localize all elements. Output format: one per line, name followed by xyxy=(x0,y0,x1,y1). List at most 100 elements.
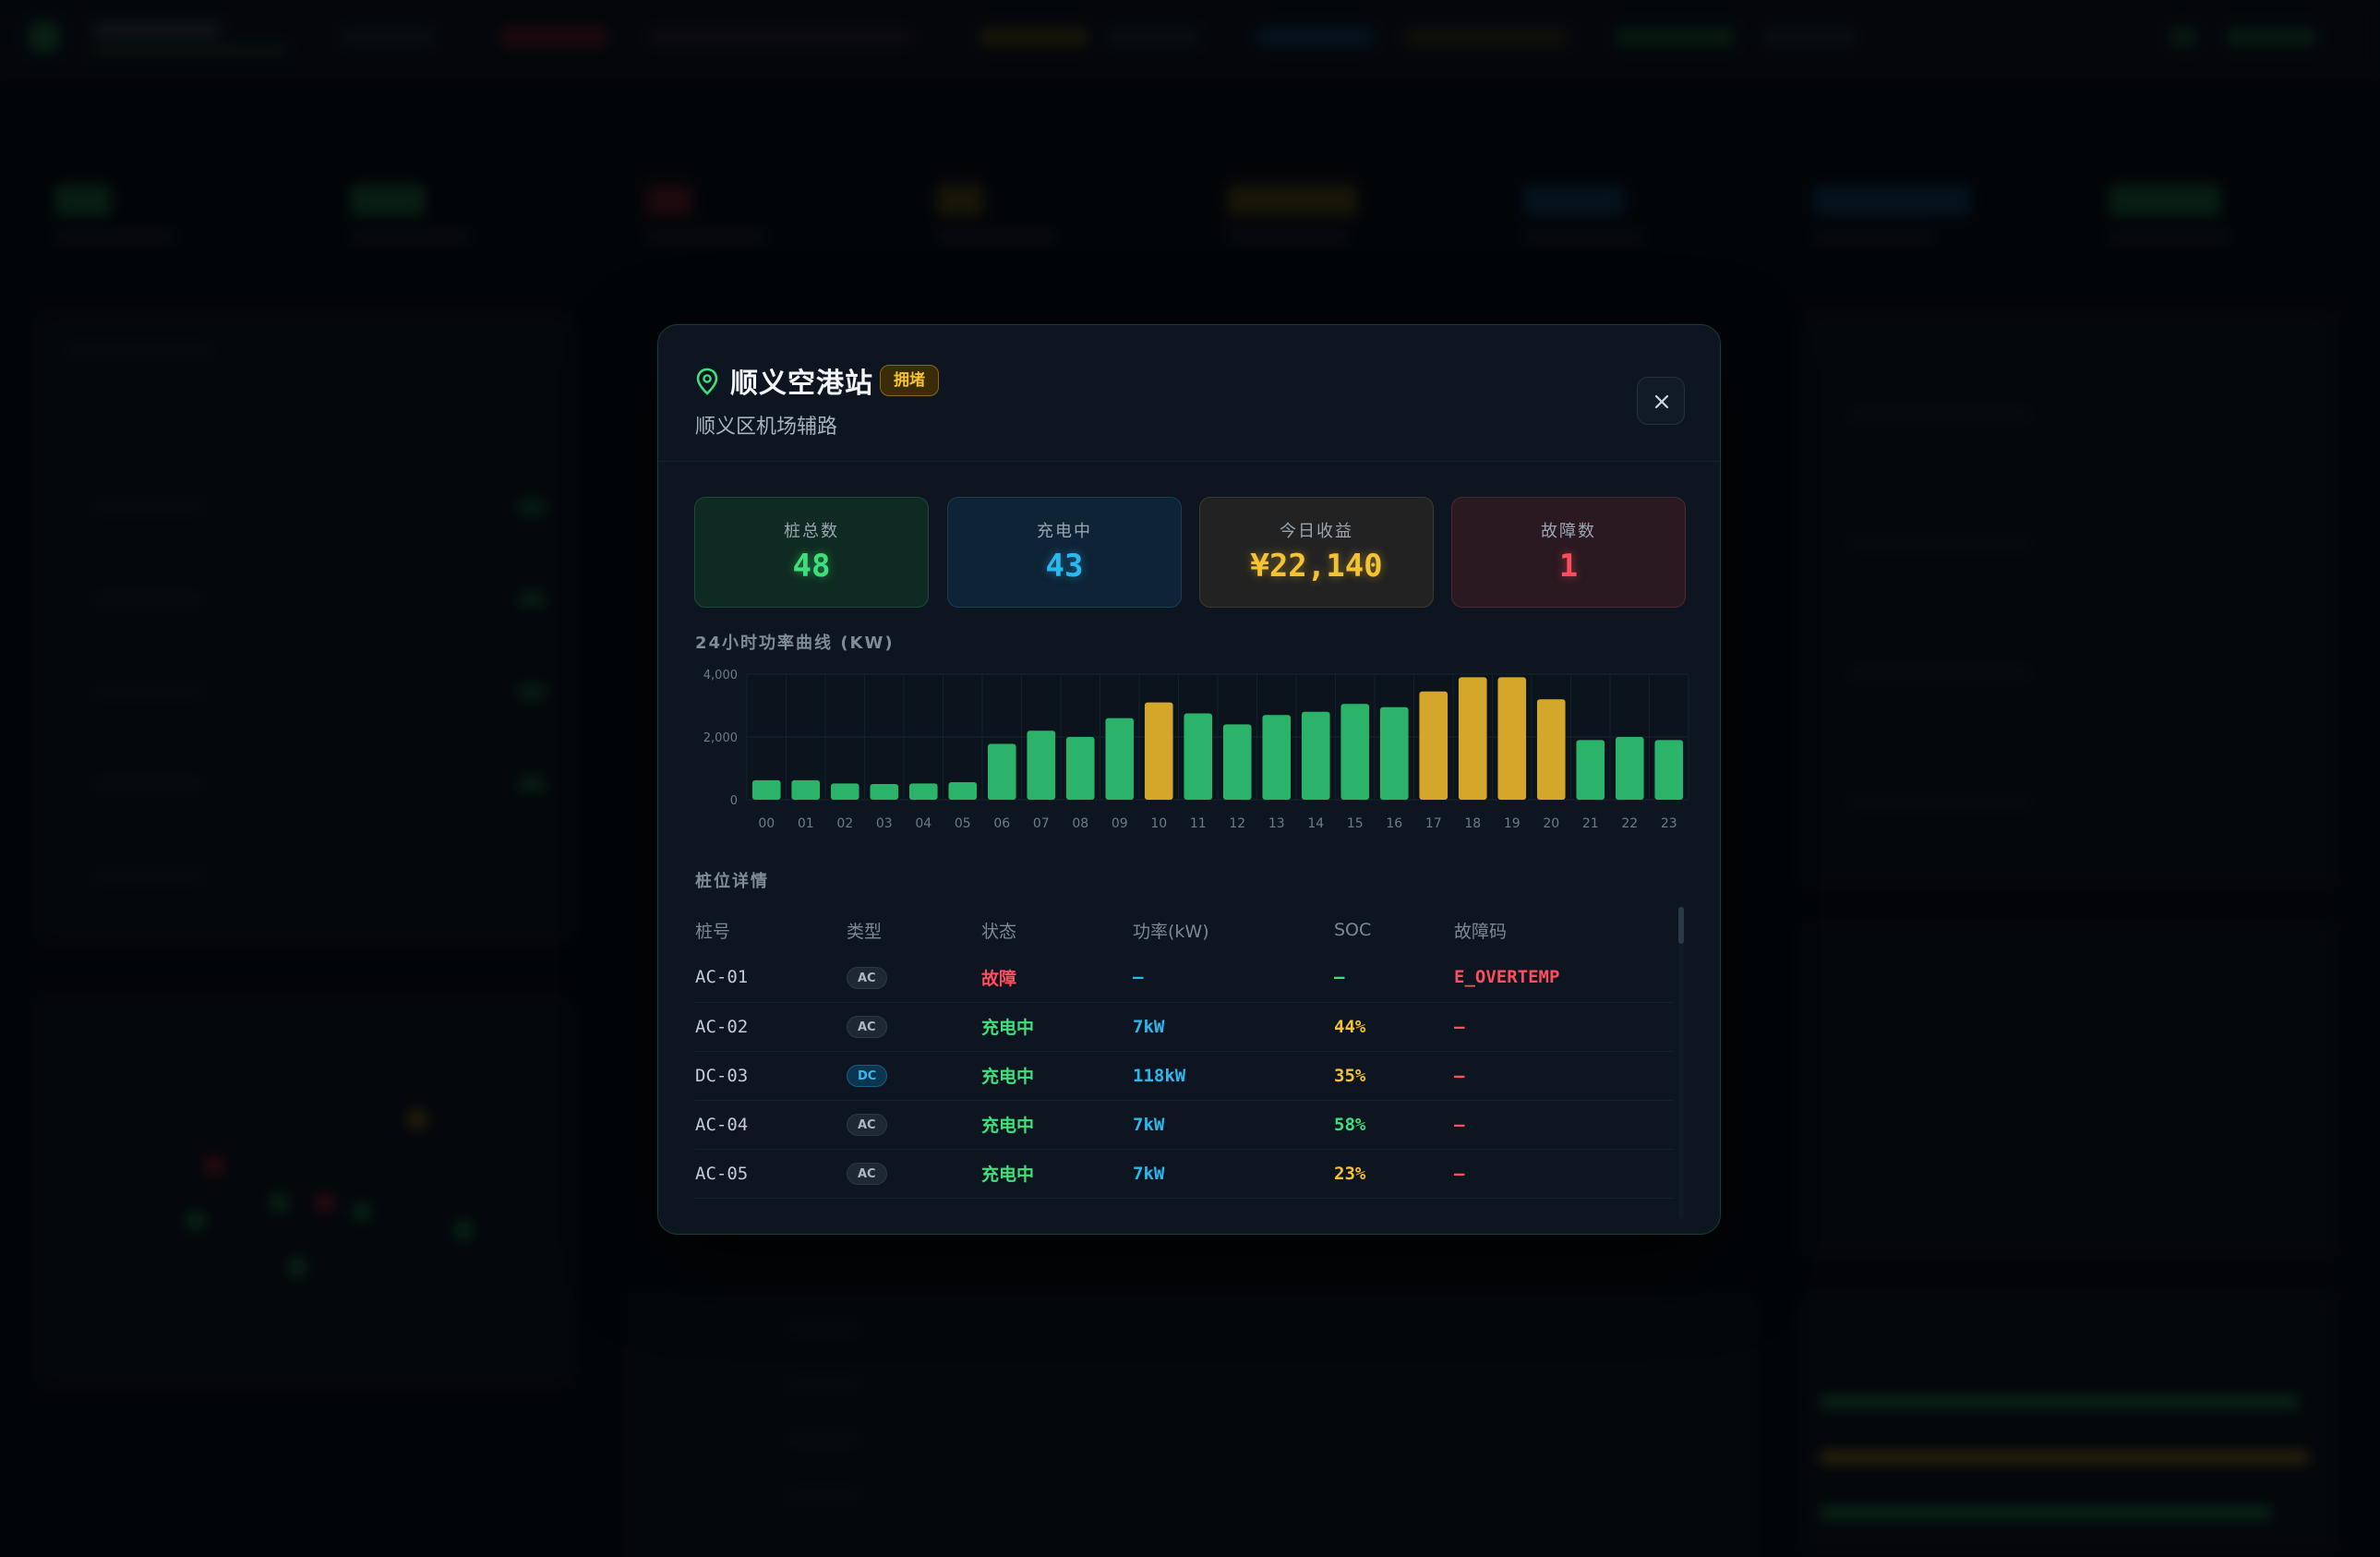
stat-value: 1 xyxy=(1558,548,1579,585)
x-tick-label: 07 xyxy=(1033,816,1050,831)
close-button[interactable] xyxy=(1637,377,1685,425)
type-tag: AC xyxy=(847,1016,887,1038)
chart-bar xyxy=(1536,699,1566,800)
x-tick-label: 19 xyxy=(1504,816,1521,831)
stat-value: ¥22,140 xyxy=(1250,548,1383,585)
cell-power: 118kW xyxy=(1133,1051,1334,1101)
x-tick-label: 08 xyxy=(1072,816,1088,831)
chart-bar xyxy=(987,743,1016,800)
scrollbar-thumb[interactable] xyxy=(1678,907,1684,944)
cell-soc: 35% xyxy=(1334,1051,1454,1101)
x-tick-label: 15 xyxy=(1347,816,1364,831)
x-tick-label: 20 xyxy=(1543,816,1559,831)
stat-label: 故障数 xyxy=(1541,522,1596,541)
chart-bar xyxy=(1301,711,1330,800)
x-tick-label: 01 xyxy=(798,816,814,831)
col-header-fault-code: 故障码 xyxy=(1454,921,1508,942)
cell-status: 充电中 xyxy=(981,1002,1133,1052)
col-header-soc: SOC xyxy=(1334,920,1372,940)
pile-table: 桩号 类型 状态 功率(kW) SOC 故障码 AC-01 AC 故障 — — … xyxy=(695,907,1692,1221)
cell-id: DC-03 xyxy=(695,1051,847,1101)
chart-bar xyxy=(1458,677,1487,800)
x-tick-label: 16 xyxy=(1386,816,1402,831)
stat-label: 充电中 xyxy=(1037,522,1092,541)
stat-value: 43 xyxy=(1045,548,1084,585)
table-row[interactable]: DC-03 DC 充电中 118kW 35% — xyxy=(695,1051,1674,1101)
y-tick-label: 4,000 xyxy=(703,669,738,682)
close-icon xyxy=(1654,394,1669,409)
col-header-type: 类型 xyxy=(847,921,883,942)
col-header-status: 状态 xyxy=(981,921,1017,942)
cell-type: AC xyxy=(847,1002,981,1052)
cell-status: 充电中 xyxy=(981,1051,1133,1101)
cell-fault-code: — xyxy=(1454,1002,1674,1052)
cell-type: AC xyxy=(847,1149,981,1199)
stat-card-faults: 故障数 1 xyxy=(1451,497,1686,608)
chart-bar xyxy=(791,779,821,800)
type-tag: AC xyxy=(847,1163,887,1185)
x-tick-label: 21 xyxy=(1582,816,1599,831)
type-tag: AC xyxy=(847,966,887,989)
chart-bar xyxy=(830,783,859,800)
cell-fault-code: E_OVERTEMP xyxy=(1454,953,1674,1003)
table-row[interactable]: AC-02 AC 充电中 7kW 44% — xyxy=(695,1002,1674,1052)
stat-label: 桩总数 xyxy=(784,522,839,541)
x-tick-label: 11 xyxy=(1190,816,1207,831)
x-tick-label: 12 xyxy=(1229,816,1245,831)
stat-card-revenue: 今日收益 ¥22,140 xyxy=(1199,497,1434,608)
chart-bar xyxy=(1144,702,1173,800)
chart-bar xyxy=(1027,730,1056,800)
col-header-power: 功率(kW) xyxy=(1133,921,1209,942)
power-bar-chart: 0 2,000 4,000 00 01 02 03 04 05 06 07 08 09 10 11 12 13 1… xyxy=(703,669,1689,831)
chart-bar xyxy=(1065,737,1095,800)
cell-power: — xyxy=(1133,953,1334,1003)
chart-bar xyxy=(870,784,899,800)
cell-soc: 58% xyxy=(1334,1100,1454,1150)
chart-bar xyxy=(1419,691,1448,800)
y-tick-label: 2,000 xyxy=(703,731,738,745)
station-title: 顺义空港站 xyxy=(730,368,873,400)
chart-bar xyxy=(1222,724,1252,800)
x-tick-label: 05 xyxy=(955,816,971,831)
chart-bar xyxy=(751,779,781,800)
chart-bar xyxy=(1654,740,1684,800)
map-pin-icon xyxy=(695,368,719,395)
cell-type: AC xyxy=(847,953,981,1003)
chart-bar xyxy=(1184,713,1213,800)
station-address: 顺义区机场辅路 xyxy=(695,416,838,439)
x-tick-label: 03 xyxy=(876,816,893,831)
cell-type: DC xyxy=(847,1051,981,1101)
x-tick-label: 06 xyxy=(993,816,1010,831)
table-row[interactable]: AC-01 AC 故障 — — E_OVERTEMP xyxy=(695,953,1674,1003)
table-row[interactable]: AC-05 AC 充电中 7kW 23% — xyxy=(695,1149,1674,1199)
chart-bar xyxy=(948,781,978,800)
cell-power: 7kW xyxy=(1133,1002,1334,1052)
table-title: 桩位详情 xyxy=(695,872,769,891)
cell-id: AC-04 xyxy=(695,1100,847,1150)
x-tick-label: 14 xyxy=(1307,816,1324,831)
x-tick-label: 17 xyxy=(1425,816,1442,831)
x-tick-label: 18 xyxy=(1464,816,1481,831)
cell-type: AC xyxy=(847,1100,981,1150)
chart-bar xyxy=(1105,718,1135,800)
table-row[interactable]: AC-04 AC 充电中 7kW 58% — xyxy=(695,1100,1674,1150)
x-tick-label: 10 xyxy=(1150,816,1167,831)
x-tick-label: 00 xyxy=(758,816,775,831)
chart-bar xyxy=(1340,704,1370,800)
x-tick-label: 13 xyxy=(1268,816,1285,831)
cell-status: 故障 xyxy=(981,953,1133,1003)
cell-fault-code: — xyxy=(1454,1100,1674,1150)
chart-title: 24小时功率曲线 (KW) xyxy=(695,634,895,653)
x-tick-label: 02 xyxy=(836,816,853,831)
chart-bar xyxy=(908,783,938,800)
stat-label: 今日收益 xyxy=(1280,522,1353,541)
cell-status: 充电中 xyxy=(981,1100,1133,1150)
type-tag: AC xyxy=(847,1114,887,1136)
table-scrollbar[interactable] xyxy=(1678,907,1684,1219)
cell-power: 7kW xyxy=(1133,1149,1334,1199)
cell-fault-code: — xyxy=(1454,1149,1674,1199)
chart-bar xyxy=(1615,737,1644,800)
cell-soc: 44% xyxy=(1334,1002,1454,1052)
col-header-id: 桩号 xyxy=(695,921,731,942)
cell-fault-code: — xyxy=(1454,1051,1674,1101)
